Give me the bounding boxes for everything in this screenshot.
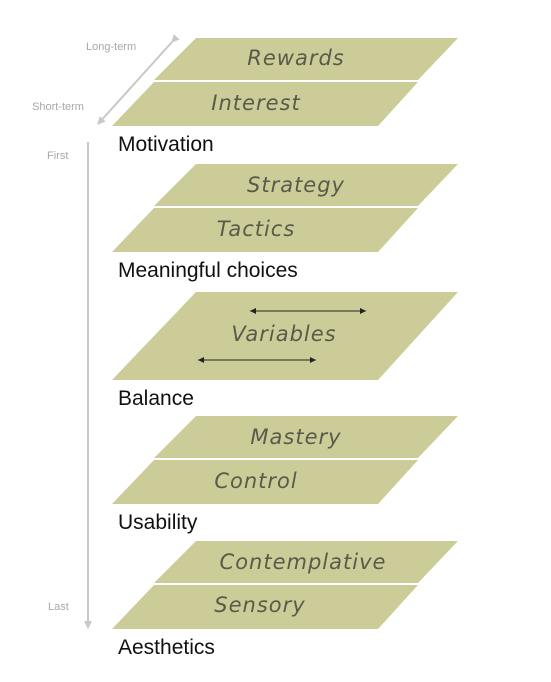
tactics-layer: [112, 208, 418, 252]
strategy-layer: [154, 164, 458, 206]
sensory-label: Sensory: [214, 593, 305, 617]
balance-title: Balance: [118, 387, 194, 410]
first-label: First: [47, 150, 68, 162]
usability-group: Mastery Control Usability: [112, 416, 458, 534]
control-label: Control: [214, 469, 297, 493]
tactics-label: Tactics: [217, 217, 296, 241]
interest-label: Interest: [211, 91, 300, 115]
sensory-layer: [112, 585, 418, 629]
motivation-title: Motivation: [118, 133, 214, 156]
rewards-label: Rewards: [247, 46, 344, 70]
interest-layer: [112, 82, 418, 126]
meaningful-choices-title: Meaningful choices: [118, 259, 298, 282]
long-short-term-arrow: [97, 34, 180, 125]
meaningful-choices-group: Strategy Tactics Meaningful choices: [112, 164, 458, 282]
aesthetics-group: Contemplative Sensory Aesthetics: [112, 541, 458, 659]
balance-group: Variables Balance: [112, 292, 458, 410]
long-term-label: Long-term: [86, 41, 136, 53]
contemplative-label: Contemplative: [220, 550, 387, 574]
control-layer: [112, 460, 418, 504]
variables-label: Variables: [231, 322, 336, 346]
strategy-label: Strategy: [247, 173, 345, 197]
aesthetics-title: Aesthetics: [118, 636, 215, 659]
usability-title: Usability: [118, 511, 198, 534]
mastery-label: Mastery: [250, 425, 341, 449]
time-horizon-axis: Long-term Short-term: [32, 34, 180, 125]
contemplative-layer: [154, 541, 458, 583]
short-term-label: Short-term: [32, 101, 84, 113]
rewards-layer: [154, 38, 458, 80]
motivation-group: Rewards Interest Motivation: [112, 38, 458, 156]
last-label: Last: [48, 601, 69, 613]
order-axis: First Last: [47, 142, 92, 629]
mastery-layer: [154, 416, 458, 458]
